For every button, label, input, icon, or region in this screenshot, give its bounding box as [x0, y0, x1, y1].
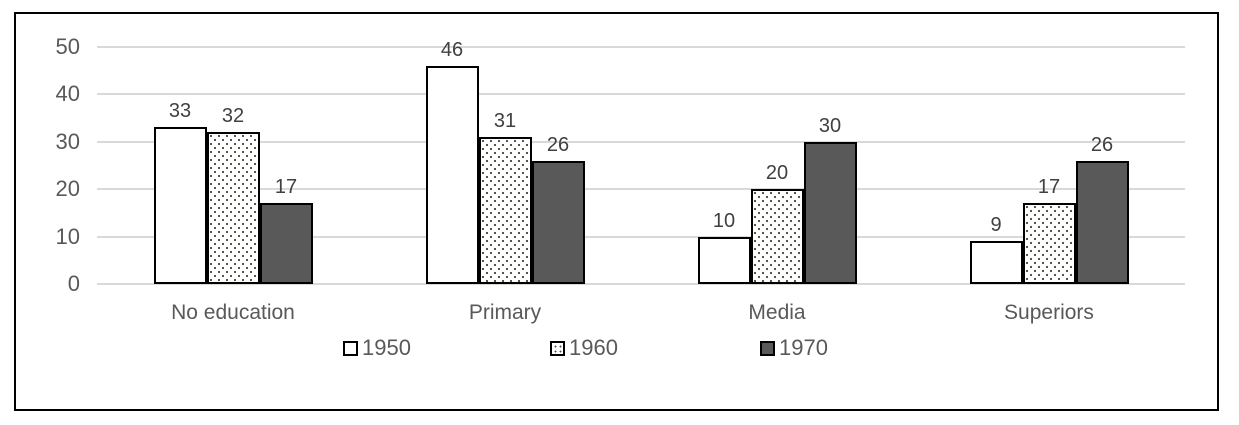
bar-1960-primary[interactable]: [478, 136, 532, 284]
bar-value-label: 32: [221, 105, 245, 127]
legend-item-1970[interactable]: 1970: [760, 335, 828, 361]
legend-marker-1960-icon: [550, 340, 565, 356]
bar-value-label: 17: [1037, 176, 1061, 199]
bar-value-label: 33: [168, 100, 192, 123]
bar-value-label: 46: [440, 38, 464, 61]
bar-1960-media[interactable]: [750, 189, 804, 284]
gridline-30: [97, 140, 1185, 143]
gridline-10: [97, 235, 1185, 238]
bar-value-label: 9: [990, 214, 1002, 237]
y-axis-tick-label: 50: [55, 33, 80, 59]
bar-1970-no-education[interactable]: [259, 203, 313, 284]
bar-1970-superiors[interactable]: [1075, 160, 1129, 284]
bar-value-label: 26: [1090, 133, 1114, 156]
category-label-no-education: No education: [171, 301, 295, 324]
chart-frame: 0 10 20 30 40 50 33 32 17 46 31 26 10 20 30 9 17 26 No e…: [14, 12, 1219, 411]
y-axis-tick-label: 40: [55, 81, 80, 106]
gridline-20: [97, 188, 1185, 190]
gridline-50: [97, 45, 1185, 48]
bar-value-label: 31: [493, 109, 517, 132]
bar-value-label: 30: [818, 114, 842, 137]
bar-1960-superiors[interactable]: [1022, 203, 1076, 284]
bar-value-label: 10: [712, 209, 736, 232]
y-axis-tick-label: 0: [67, 271, 80, 296]
legend-marker-1950-icon: [343, 340, 358, 356]
legend-label-1950: 1950: [362, 335, 411, 360]
category-label-superiors: Superiors: [1004, 301, 1094, 324]
category-label-media: Media: [748, 301, 806, 324]
bar-value-label: 17: [274, 176, 298, 199]
legend-label-1970: 1970: [779, 335, 828, 360]
bar-value-label: 26: [546, 133, 570, 156]
gridline-0: [97, 283, 1185, 285]
legend-label-1960: 1960: [569, 335, 618, 360]
bar-1950-no-education[interactable]: [153, 127, 207, 284]
y-axis-tick-label: 20: [55, 176, 80, 201]
legend-item-1960[interactable]: 1960: [550, 335, 618, 361]
bar-1950-media[interactable]: [697, 236, 751, 284]
bar-1950-superiors[interactable]: [969, 241, 1023, 284]
bar-1970-primary[interactable]: [531, 160, 585, 284]
gridline-40: [97, 93, 1185, 95]
y-axis-tick-label: 10: [55, 223, 80, 249]
bar-1970-media[interactable]: [803, 141, 857, 284]
bar-1960-no-education[interactable]: [206, 132, 260, 284]
legend-marker-1970-icon: [760, 340, 775, 356]
bar-1950-primary[interactable]: [425, 65, 479, 284]
y-axis-tick-label: 30: [55, 128, 80, 154]
category-label-primary: Primary: [468, 301, 542, 324]
bar-value-label: 20: [765, 162, 789, 184]
legend-item-1950[interactable]: 1950: [343, 335, 411, 361]
